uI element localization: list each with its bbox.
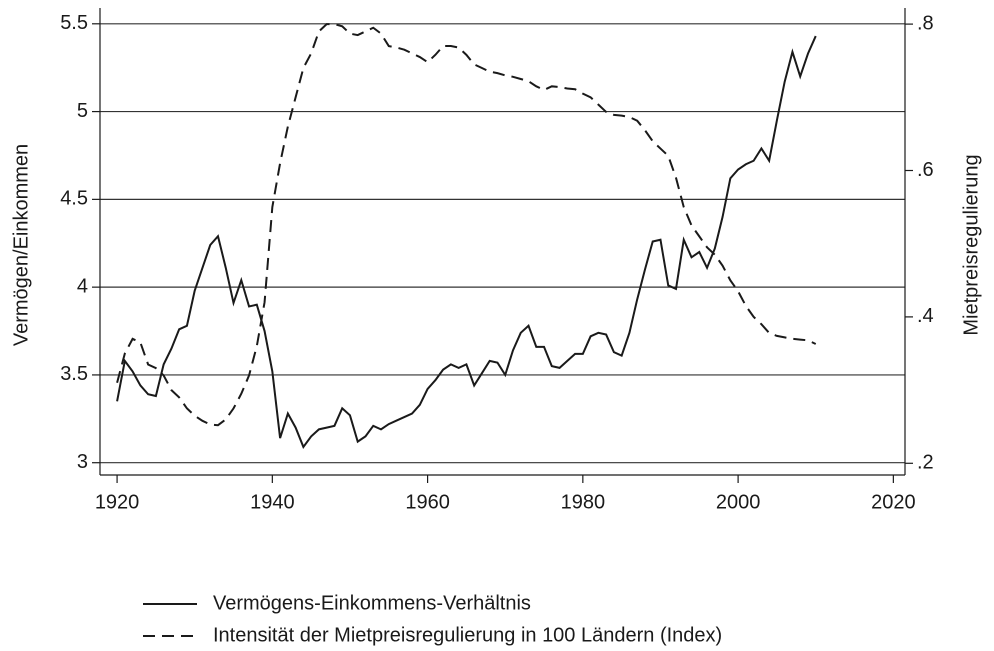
x-tick-label: 1940 [250, 491, 295, 513]
x-tick-label: 1920 [95, 491, 140, 513]
y2-axis-label: Mietpreisregulierung [960, 154, 982, 335]
legend-label: Intensität der Mietpreisregulierung in 1… [213, 624, 722, 646]
y-tick-label: 4.5 [60, 188, 88, 210]
y-tick-label: 3 [77, 451, 88, 473]
y-tick-label: 5.5 [60, 12, 88, 34]
y-axis-label: Vermögen/Einkommen [10, 144, 32, 346]
y2-tick-label: .8 [917, 12, 934, 34]
y-tick-label: 5 [77, 100, 88, 122]
legend-label: Vermögens-Einkommens-Verhältnis [213, 592, 531, 614]
series-line [116, 23, 817, 427]
y-tick-label: 3.5 [60, 363, 88, 385]
x-tick-label: 2020 [871, 491, 916, 513]
y2-tick-label: .4 [917, 305, 934, 327]
x-tick-label: 2000 [716, 491, 761, 513]
x-tick-label: 1960 [405, 491, 450, 513]
y2-tick-label: .2 [917, 452, 934, 474]
x-tick-label: 1980 [561, 491, 606, 513]
y-tick-label: 4 [77, 275, 88, 297]
series-line [116, 35, 817, 449]
y2-tick-label: .6 [917, 159, 934, 181]
